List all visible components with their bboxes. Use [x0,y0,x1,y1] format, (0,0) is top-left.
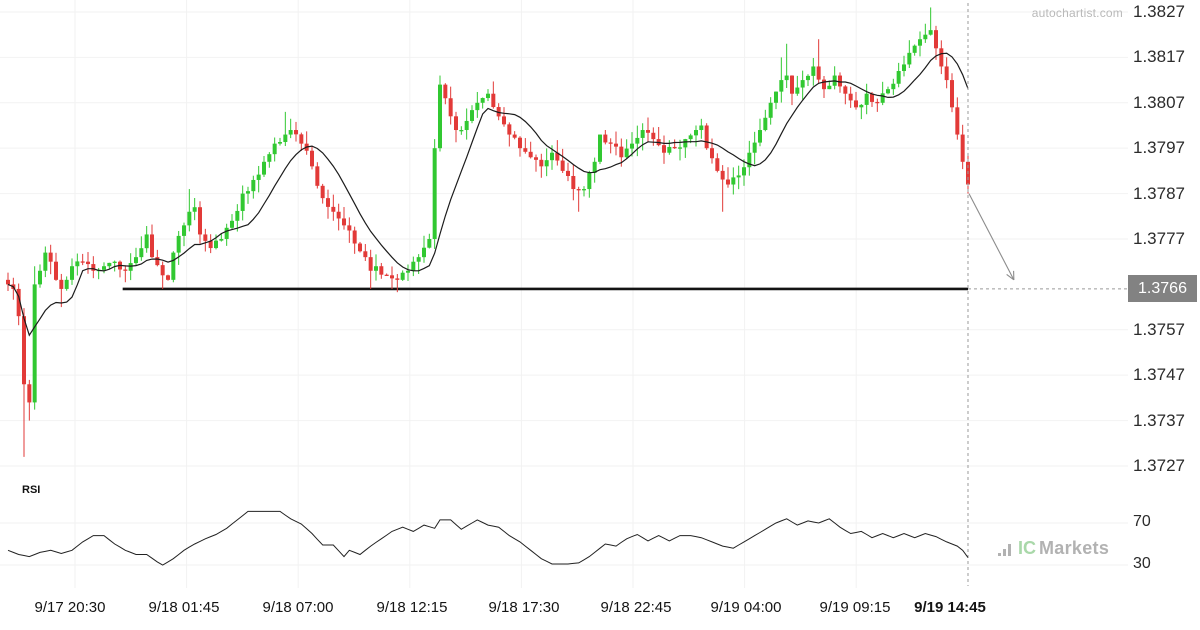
rsi-axis-label: 70 [1133,513,1151,530]
price-axis-label: 1.3827 [1133,1,1185,21]
price-axis-label: 1.3787 [1133,183,1185,203]
price-axis-label: 1.3737 [1133,410,1185,430]
time-axis-label: 9/18 17:30 [488,599,560,616]
icmarkets-logo-ic: IC [1018,538,1036,558]
time-axis-label: 9/18 07:00 [262,599,334,616]
price-axis-label: 1.3747 [1133,365,1185,385]
rsi-pane-title: RSI [22,484,41,496]
price-axis-label: 1.3807 [1133,92,1185,112]
icmarkets-logo-markets: Markets [1039,538,1110,558]
price-axis-label: 1.3817 [1133,47,1185,67]
price-axis-label: 1.3757 [1133,319,1185,339]
icmarkets-bars-icon [998,543,1011,556]
price-axis-label: 1.3727 [1133,455,1185,475]
price-axis-label: 1.3797 [1133,138,1185,158]
rsi-axis-label: 30 [1133,555,1151,572]
time-axis-label: 9/19 09:15 [819,599,891,616]
time-axis-label: 9/18 22:45 [600,599,672,616]
icmarkets-logo: IC Markets [998,538,1109,558]
time-axis-label: 9/17 20:30 [34,599,106,616]
highlighted-price-label: 1.3766 [1128,275,1197,303]
time-axis-label: 9/18 01:45 [148,599,220,616]
price-axis-label: 1.3777 [1133,228,1185,248]
time-axis-label: 9/19 04:00 [710,599,782,616]
time-axis-label: 9/18 12:15 [376,599,448,616]
autochartist-watermark: autochartist.com [1031,6,1123,20]
time-axis-label: 9/19 14:45 [914,599,986,616]
